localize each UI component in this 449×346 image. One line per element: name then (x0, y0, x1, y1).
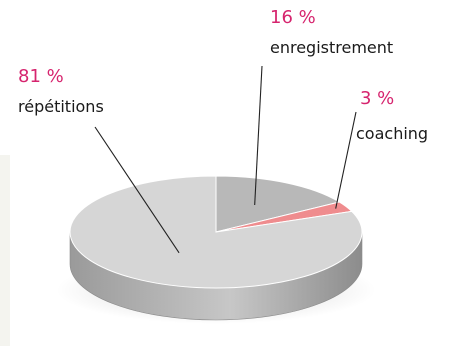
side-panel (0, 155, 10, 346)
slice-value-label-coaching: 3 % (360, 88, 395, 109)
slice-category-label-enregistrement: enregistrement (270, 38, 394, 57)
slice-value-label-repetitions: 81 % (18, 66, 64, 87)
slice-category-label-coaching: coaching (356, 124, 429, 143)
slice-category-label-repetitions: répétitions (18, 97, 104, 116)
leader-line-enregistrement (254, 65, 263, 206)
leader-line-coaching (335, 111, 357, 209)
leader-line-repetitions (94, 126, 180, 254)
pie-slice-enregistrement (215, 175, 341, 233)
slice-value-label-enregistrement: 16 % (270, 7, 316, 28)
pie-slice-repetitions (69, 175, 363, 289)
